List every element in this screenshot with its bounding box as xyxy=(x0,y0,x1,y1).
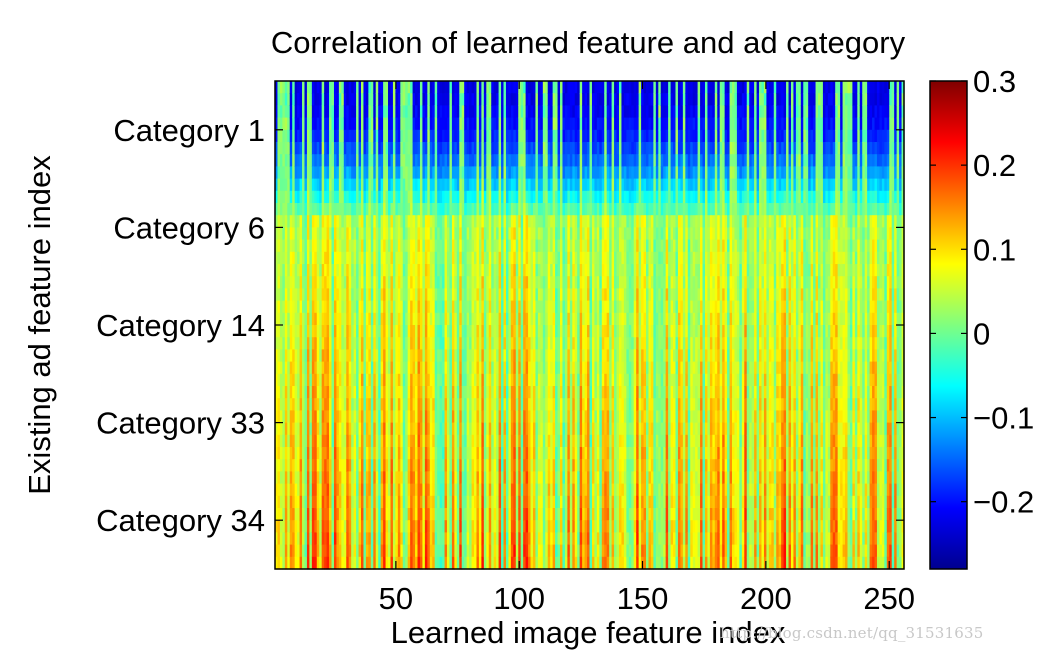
heatmap-cells xyxy=(275,81,905,570)
chart-title: Correlation of learned feature and ad ca… xyxy=(271,25,906,60)
